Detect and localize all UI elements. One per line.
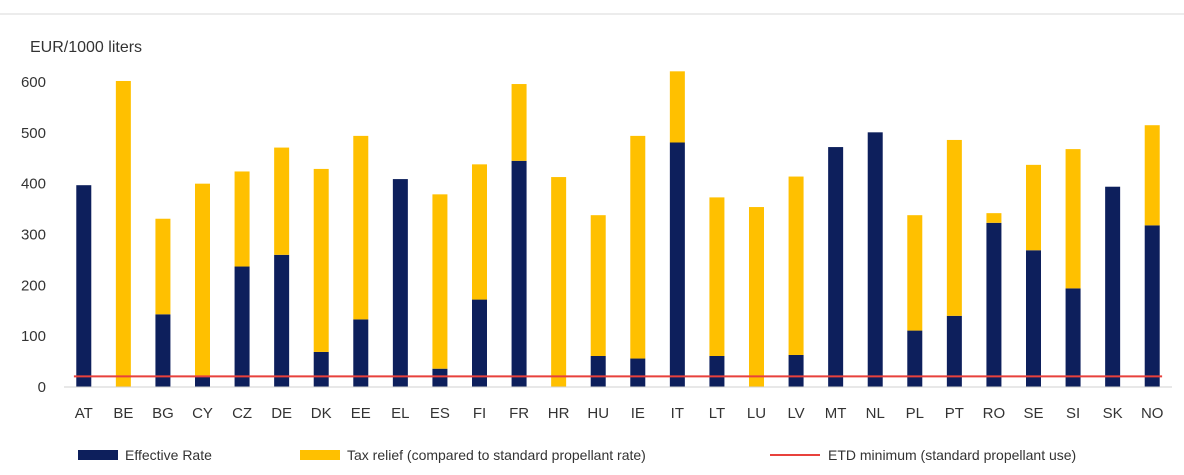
bar-effective-rate <box>195 375 210 387</box>
bar-tax-relief <box>590 215 606 356</box>
bar-effective-rate <box>867 132 883 387</box>
x-tick-label: BG <box>152 405 174 422</box>
bar-effective-rate <box>1105 186 1121 387</box>
bar-tax-relief <box>274 147 290 255</box>
bar-tax-relief <box>669 71 685 143</box>
bars <box>76 71 1160 387</box>
bar-effective-rate <box>274 254 290 387</box>
x-tick-label: LV <box>787 405 804 422</box>
bar-tax-relief <box>946 139 962 316</box>
y-tick-label: 400 <box>21 176 46 193</box>
bar-tax-relief <box>195 183 210 376</box>
y-tick-label: 200 <box>21 277 46 294</box>
y-tick-label: 0 <box>38 379 46 396</box>
y-tick-label: 100 <box>21 328 46 345</box>
legend-etd-minimum-label: ETD minimum (standard propellant use) <box>828 447 1076 463</box>
bar-effective-rate <box>353 319 369 387</box>
bar-tax-relief <box>788 176 804 355</box>
bar-effective-rate <box>788 354 804 387</box>
bar-effective-rate <box>986 222 1002 387</box>
x-tick-label: FR <box>509 405 529 422</box>
y-tick-label: 300 <box>21 227 46 244</box>
x-tick-label: PT <box>945 405 964 422</box>
bar-effective-rate <box>1065 288 1081 387</box>
x-tick-label: DK <box>311 405 332 422</box>
x-tick-label: BE <box>113 405 133 422</box>
y-axis-label: EUR/1000 liters <box>30 39 142 56</box>
bar-tax-relief <box>1144 125 1160 226</box>
bar-tax-relief <box>155 218 171 315</box>
bar-effective-rate <box>590 355 606 387</box>
bar-tax-relief <box>313 168 329 352</box>
legend: Effective Rate Tax relief (compared to st… <box>78 447 1076 463</box>
x-tick-label: IT <box>671 405 684 422</box>
x-tick-label: PL <box>906 405 924 422</box>
legend-effective-rate-label: Effective Rate <box>125 447 212 463</box>
bar-effective-rate <box>472 299 487 387</box>
bar-effective-rate <box>1144 225 1160 387</box>
bar-effective-rate <box>511 160 527 387</box>
x-tick-label: EL <box>391 405 409 422</box>
x-tick-label: HR <box>548 405 570 422</box>
x-tick-label: NO <box>1141 405 1164 422</box>
bar-effective-rate <box>155 314 171 387</box>
bar-tax-relief <box>511 84 527 161</box>
bar-effective-rate <box>828 147 844 387</box>
bar-tax-relief <box>472 164 487 300</box>
x-tick-label: SK <box>1103 405 1123 422</box>
bar-tax-relief <box>907 215 923 331</box>
x-tick-label: SI <box>1066 405 1080 422</box>
bar-effective-rate <box>432 368 448 387</box>
x-tick-label: HU <box>587 405 609 422</box>
bar-tax-relief <box>749 207 764 387</box>
bar-effective-rate <box>946 315 962 387</box>
x-tick-label: EE <box>351 405 371 422</box>
bar-effective-rate <box>234 266 250 387</box>
legend-effective-rate-swatch <box>78 450 118 460</box>
x-tick-label: CZ <box>232 405 252 422</box>
y-tick-label: 600 <box>21 74 46 91</box>
bar-tax-relief <box>234 171 250 267</box>
bar-tax-relief <box>630 135 646 359</box>
bar-effective-rate <box>392 179 408 387</box>
x-tick-label: ES <box>430 405 450 422</box>
legend-tax-relief-label: Tax relief (compared to standard propell… <box>347 447 646 463</box>
bar-tax-relief <box>709 197 725 356</box>
bar-tax-relief <box>551 177 567 387</box>
x-tick-label: CY <box>192 405 213 422</box>
bar-tax-relief <box>1065 149 1081 289</box>
x-tick-label: DE <box>271 405 292 422</box>
x-tick-label: MT <box>825 405 847 422</box>
x-axis-ticks: AT BE BG CY CZ DE DK EE EL ES FI FR HR HU IE IT LT LU LV MT… <box>75 405 1164 422</box>
bar-effective-rate <box>709 355 725 387</box>
bar-effective-rate <box>313 351 329 387</box>
bar-effective-rate <box>76 185 92 387</box>
x-tick-label: AT <box>75 405 93 422</box>
x-tick-label: LT <box>709 405 725 422</box>
x-tick-label: IE <box>631 405 645 422</box>
bar-effective-rate <box>907 330 923 387</box>
bar-tax-relief <box>115 80 131 387</box>
bar-effective-rate <box>630 358 646 387</box>
bar-tax-relief <box>986 213 1002 223</box>
legend-tax-relief-swatch <box>300 450 340 460</box>
x-tick-label: RO <box>983 405 1006 422</box>
y-axis-ticks: 0 100 200 300 400 500 600 <box>21 74 46 396</box>
x-tick-label: LU <box>747 405 766 422</box>
bar-tax-relief <box>353 135 369 320</box>
x-tick-label: FI <box>473 405 486 422</box>
bar-effective-rate <box>669 142 685 387</box>
x-tick-label: NL <box>866 405 885 422</box>
x-tick-label: SE <box>1023 405 1043 422</box>
bar-effective-rate <box>1026 250 1041 387</box>
bar-tax-relief <box>432 194 448 369</box>
y-tick-label: 500 <box>21 125 46 142</box>
bar-tax-relief <box>1026 164 1041 251</box>
